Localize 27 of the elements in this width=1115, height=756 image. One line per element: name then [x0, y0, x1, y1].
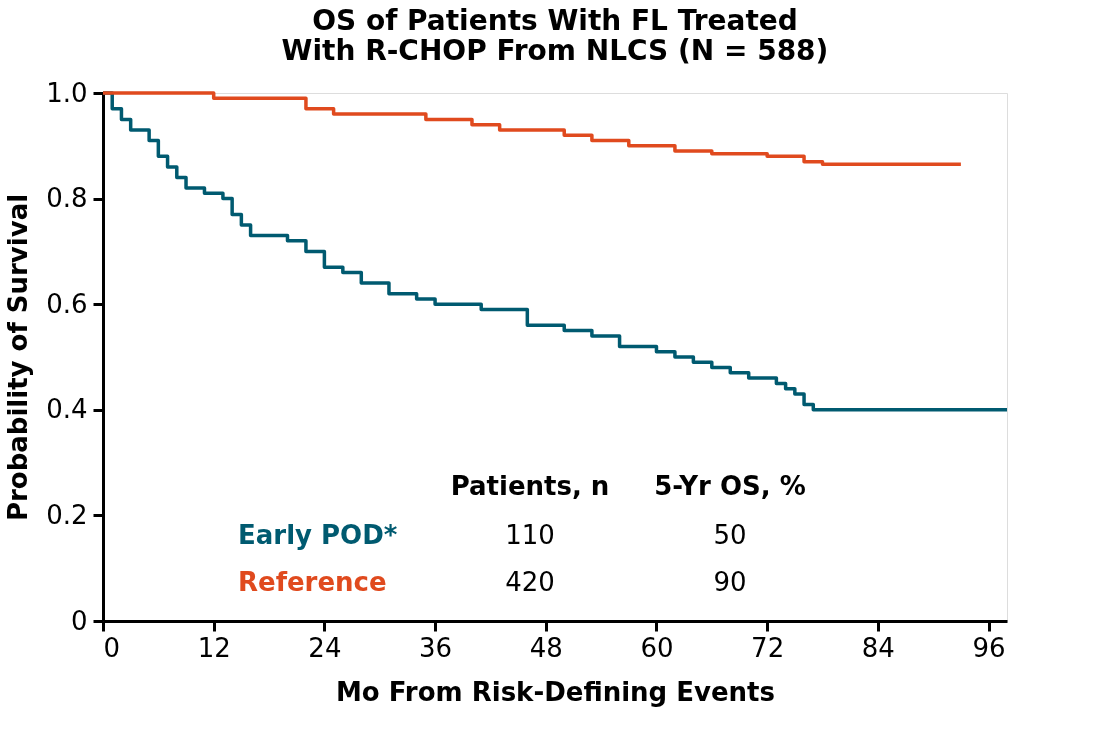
annotation: 5-Yr OS, %	[654, 471, 806, 501]
annotation: 90	[713, 567, 747, 597]
y-axis-title: Probability of Survival	[3, 193, 34, 522]
x-tick-label: 48	[529, 632, 563, 663]
annotation: 50	[713, 520, 747, 550]
x-tick-label: 12	[197, 632, 231, 663]
y-tick-label: 0.4	[46, 394, 88, 425]
annotation: 420	[505, 567, 555, 597]
text: OS of Patients With FL Treated	[312, 4, 798, 37]
x-axis-title: Mo From Risk-Defining Events	[335, 676, 776, 707]
y-tick-label: 0.2	[46, 499, 88, 530]
text: Early POD*	[238, 520, 398, 550]
text: With R-CHOP From NLCS (N = 588)	[281, 34, 829, 67]
x-tick-label: 36	[419, 632, 453, 663]
x-tick-label: 84	[861, 632, 895, 663]
x-tick-label: 24	[308, 632, 342, 663]
y-tick-label: 0	[70, 605, 88, 636]
y-tick-label: 1.0	[46, 77, 88, 108]
x-tick-label: 60	[640, 632, 674, 663]
y-tick-label: 0.8	[46, 183, 88, 214]
x-tick-label: 96	[972, 632, 1006, 663]
text: Reference	[238, 567, 387, 597]
y-tick-label: 0.6	[46, 288, 88, 319]
x-tick-label: 0	[103, 632, 121, 663]
x-tick-label: 72	[751, 632, 785, 663]
annotation: Patients, n	[450, 471, 610, 501]
annotation: 110	[505, 520, 555, 550]
